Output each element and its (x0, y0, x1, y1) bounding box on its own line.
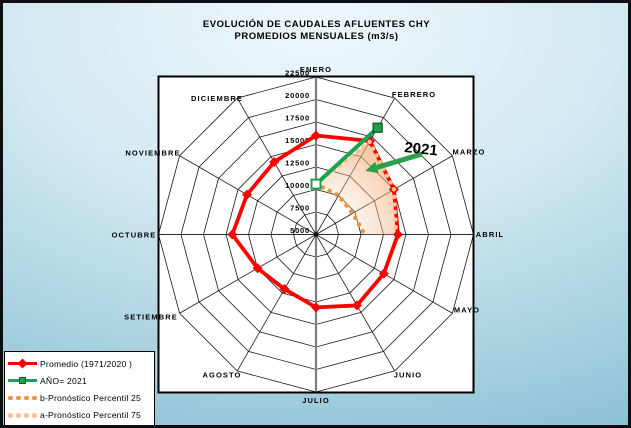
square-line-swatch (7, 376, 38, 386)
promedio-diamond-marker[interactable] (311, 130, 321, 141)
month-label-setiembre: SETIEMBRE (124, 313, 178, 322)
radar-spoke (179, 234, 317, 314)
radar-chart: 22500 20000 17500 15000 12500 10000 7500 5000 20… (112, 65, 504, 405)
chart-legend: Promedio (1971/2020 ) AÑO= 2021 b-Pronósti… (4, 351, 155, 425)
radar-center-dot (313, 232, 319, 237)
month-label-julio: JULIO (302, 396, 330, 405)
series-percentil25-line[interactable] (313, 181, 367, 237)
chart-title-line2: PROMEDIOS MENSUALES (m3/s) (234, 31, 399, 42)
month-label-octubre: OCTUBRE (112, 231, 157, 240)
radial-tick-label: 12500 (285, 159, 310, 168)
month-label-mayo: MAYO (454, 306, 480, 315)
legend-item-0[interactable]: Promedio (1971/2020 ) (7, 359, 152, 369)
promedio-diamond-marker[interactable] (227, 229, 238, 240)
dotted-line-swatch (7, 393, 38, 403)
promedio-diamond-marker[interactable] (378, 268, 389, 279)
legend-item-1[interactable]: AÑO= 2021 (7, 376, 152, 386)
chart-title-line1: EVOLUCIÓN DE CAUDALES AFLUENTES CHY (202, 19, 431, 30)
series-2021-line[interactable] (314, 126, 379, 186)
radial-tick-label: 22500 (285, 69, 310, 78)
annotation-2021: 2021 (404, 139, 439, 159)
month-label-agosto: AGOSTO (203, 371, 242, 380)
radial-tick-label: 10000 (285, 181, 310, 190)
legend-label: b-Pronóstico Percentil 25 (40, 393, 142, 404)
year-2021-square-marker[interactable] (310, 178, 322, 190)
promedio-diamond-marker[interactable] (311, 302, 321, 313)
month-label-marzo: MARZO (453, 148, 486, 157)
radar-spoke (236, 97, 317, 235)
dotted-line-swatch (7, 410, 38, 420)
annotation-arrowhead (365, 161, 379, 174)
diamond-line-swatch (7, 358, 38, 369)
month-label-enero: ENERO (300, 65, 332, 74)
annotation-arrow (374, 151, 423, 171)
legend-item-3[interactable]: a-Pronóstico Percentil 75 (7, 410, 152, 420)
promedio-diamond-marker[interactable] (392, 229, 403, 240)
legend-label: a-Pronóstico Percentil 75 (40, 410, 142, 421)
radial-tick-label: 15000 (285, 136, 310, 145)
promedio-diamond-marker[interactable] (351, 300, 362, 311)
radial-tick-label: 5000 (290, 226, 310, 235)
promedio-diamond-marker[interactable] (242, 189, 253, 200)
radar-spoke (236, 234, 317, 372)
promedio-diamond-marker[interactable] (269, 157, 280, 168)
month-label-diciembre: DICIEMBRE (191, 94, 243, 103)
legend-item-2[interactable]: b-Pronóstico Percentil 25 (7, 393, 152, 403)
year-2021-square-marker[interactable] (372, 122, 383, 133)
promedio-diamond-marker[interactable] (279, 284, 290, 295)
month-label-junio: JUNIO (394, 371, 422, 380)
plot-border (157, 75, 475, 394)
radial-tick-label: 17500 (285, 114, 310, 123)
month-label-noviembre: NOVIEMBRE (125, 149, 180, 158)
month-label-abril: ABRIL (476, 230, 504, 239)
radial-tick-label: 7500 (290, 204, 310, 213)
chart-title: EVOLUCIÓN DE CAUDALES AFLUENTES CHY PROM… (159, 19, 474, 43)
legend-label: AÑO= 2021 (40, 375, 87, 386)
legend-label: Promedio (1971/2020 ) (40, 358, 133, 369)
radial-tick-label: 20000 (285, 91, 310, 100)
series-percentil75-line[interactable] (313, 138, 399, 237)
promedio-diamond-marker[interactable] (252, 263, 263, 274)
month-label-febrero: FEBRERO (392, 90, 436, 99)
